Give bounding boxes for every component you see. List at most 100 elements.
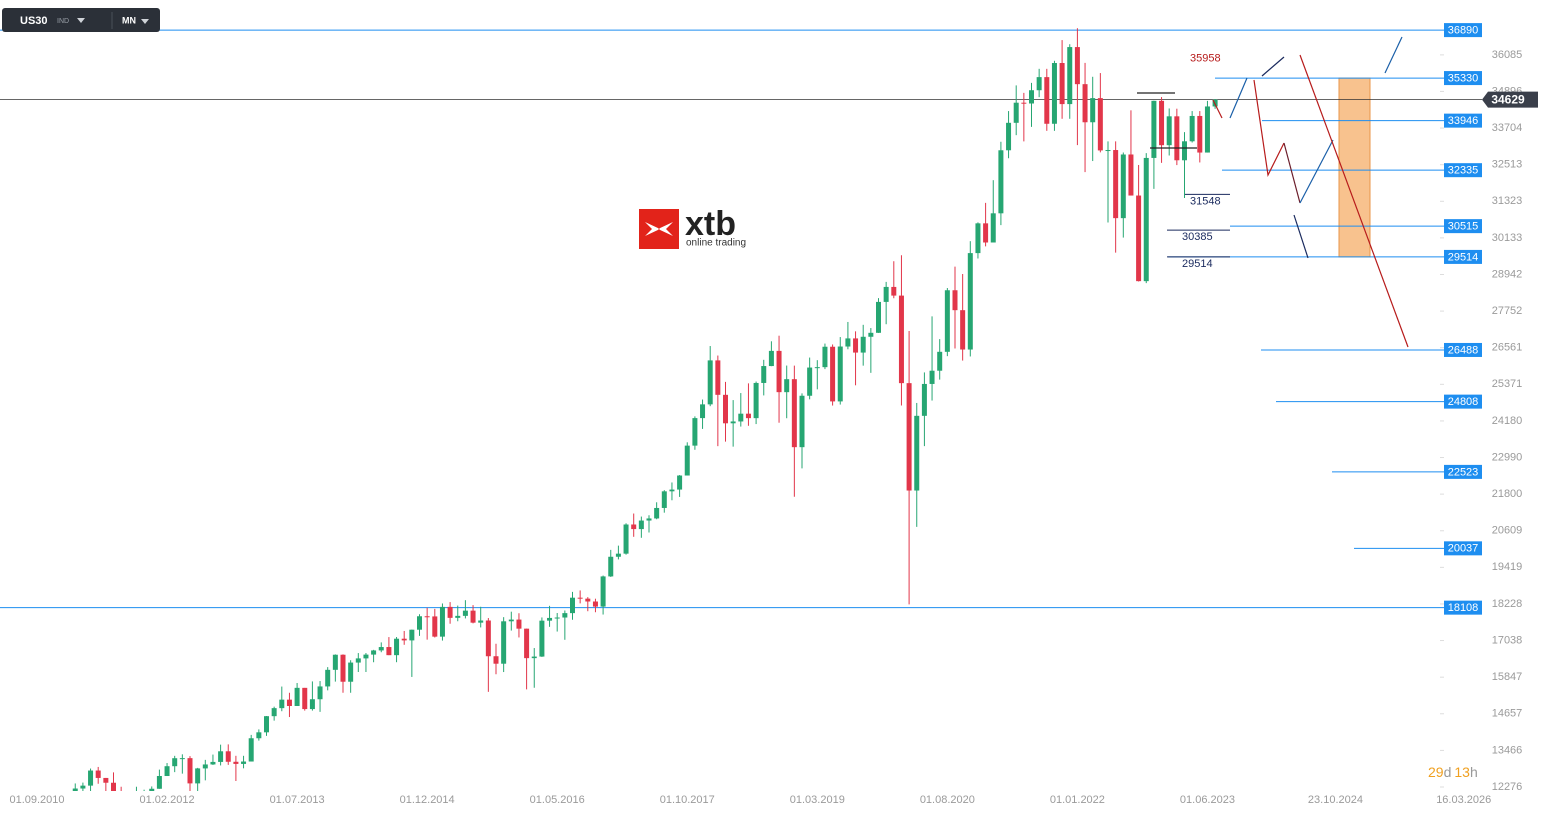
- candle-body: [363, 654, 369, 659]
- candle-body: [248, 738, 254, 762]
- candle-body: [898, 295, 904, 384]
- x-tick-label: 16.03.2026: [1436, 794, 1491, 806]
- y-tick-label: 14657: [1492, 708, 1523, 720]
- last-price-label: 34629: [1491, 92, 1525, 106]
- candle-body: [577, 597, 583, 599]
- axis-layer: 3608534896337043251331323301332894227752…: [9, 49, 1522, 806]
- x-tick-label: 23.10.2024: [1308, 794, 1363, 806]
- candle-body: [799, 395, 805, 448]
- caret[interactable]: [77, 18, 85, 23]
- candle-body: [715, 360, 721, 395]
- candle-body: [478, 620, 484, 623]
- candle-body: [126, 807, 131, 817]
- candle-body: [592, 601, 598, 607]
- level-label: 30515: [1448, 221, 1479, 233]
- candle-body: [72, 788, 78, 791]
- candle-body: [562, 613, 568, 618]
- level-label: 32335: [1448, 165, 1479, 177]
- level-label: 22523: [1448, 466, 1479, 478]
- candle-body: [837, 346, 843, 402]
- candle-body: [271, 708, 277, 717]
- y-tick-label: 31323: [1492, 195, 1523, 207]
- candle-body: [65, 799, 70, 809]
- candle-body: [784, 379, 790, 393]
- candle-body: [692, 418, 698, 446]
- candle-body: [547, 617, 553, 621]
- candle-body: [623, 524, 629, 554]
- logo-x: [645, 222, 673, 236]
- candle-body: [187, 758, 193, 784]
- candle-body: [179, 758, 185, 760]
- candle-body: [225, 751, 231, 762]
- candle-body: [455, 615, 461, 618]
- candle-body: [646, 518, 652, 521]
- projection-line: [1283, 142, 1301, 204]
- candle-body: [508, 619, 514, 622]
- candle-body: [608, 556, 614, 577]
- candle-body: [1151, 100, 1157, 158]
- candle-body: [218, 751, 224, 762]
- projection-line: [1229, 77, 1248, 119]
- x-tick-label: 01.07.2013: [270, 794, 325, 806]
- level-label: 35330: [1448, 72, 1479, 84]
- market: IND: [57, 18, 69, 25]
- candle-body: [883, 286, 889, 302]
- candle-body: [470, 610, 476, 623]
- candle-body: [960, 310, 966, 350]
- candle-body: [1067, 47, 1073, 105]
- candle-body: [730, 421, 736, 424]
- candle-body: [424, 616, 430, 618]
- candle-body: [677, 475, 683, 490]
- level-label: 33946: [1448, 115, 1479, 127]
- x-tick-label: 01.05.2016: [530, 794, 585, 806]
- candle-body: [309, 699, 315, 710]
- projection-line: [1293, 214, 1309, 259]
- candle-body: [1097, 98, 1103, 151]
- candle-body: [195, 768, 201, 784]
- y-tick-label: 15847: [1492, 671, 1523, 683]
- candle-body: [700, 404, 706, 419]
- candle-body: [539, 620, 545, 657]
- projection-line: [1261, 56, 1285, 77]
- candle-body: [325, 669, 331, 687]
- candle-body: [600, 576, 606, 607]
- candle-body: [439, 606, 445, 637]
- candle-body: [95, 770, 101, 778]
- y-tick-label: 28942: [1492, 268, 1523, 280]
- candle-body: [776, 350, 782, 393]
- candle-body: [485, 620, 491, 657]
- candle-body: [501, 621, 507, 664]
- symbol[interactable]: US30: [20, 15, 48, 27]
- candle-body: [149, 788, 155, 791]
- candle-body: [1059, 63, 1065, 105]
- caret[interactable]: [141, 19, 149, 24]
- candle-body: [134, 797, 139, 817]
- candle-body: [256, 732, 262, 739]
- candle-body: [654, 507, 660, 519]
- candle-body: [1044, 77, 1050, 124]
- y-tick-label: 21800: [1492, 488, 1523, 500]
- candle-body: [1174, 116, 1180, 161]
- candle-body: [233, 761, 239, 764]
- level-badge: [1444, 23, 1482, 38]
- x-tick-label: 01.12.2014: [400, 794, 455, 806]
- candle-body: [210, 761, 216, 765]
- timer-unit: h: [1470, 764, 1478, 780]
- candle-body: [1105, 150, 1111, 152]
- level-badge: [1444, 600, 1482, 615]
- y-tick-label: 19419: [1492, 561, 1523, 573]
- level-badge: [1444, 71, 1482, 86]
- candle-body: [768, 350, 774, 367]
- y-tick-label: 22990: [1492, 451, 1523, 463]
- candle-body: [570, 597, 575, 614]
- note-label: 35958: [1190, 53, 1221, 65]
- candle-body: [983, 223, 989, 243]
- interval[interactable]: MN: [122, 15, 136, 25]
- level-label: 26488: [1448, 344, 1479, 356]
- candle-body: [286, 699, 292, 706]
- x-tick-label: 01.06.2023: [1180, 794, 1235, 806]
- candle-body: [332, 654, 338, 670]
- level-badge: [1444, 342, 1482, 357]
- candle-body: [1036, 77, 1042, 91]
- candle-body: [1182, 141, 1187, 161]
